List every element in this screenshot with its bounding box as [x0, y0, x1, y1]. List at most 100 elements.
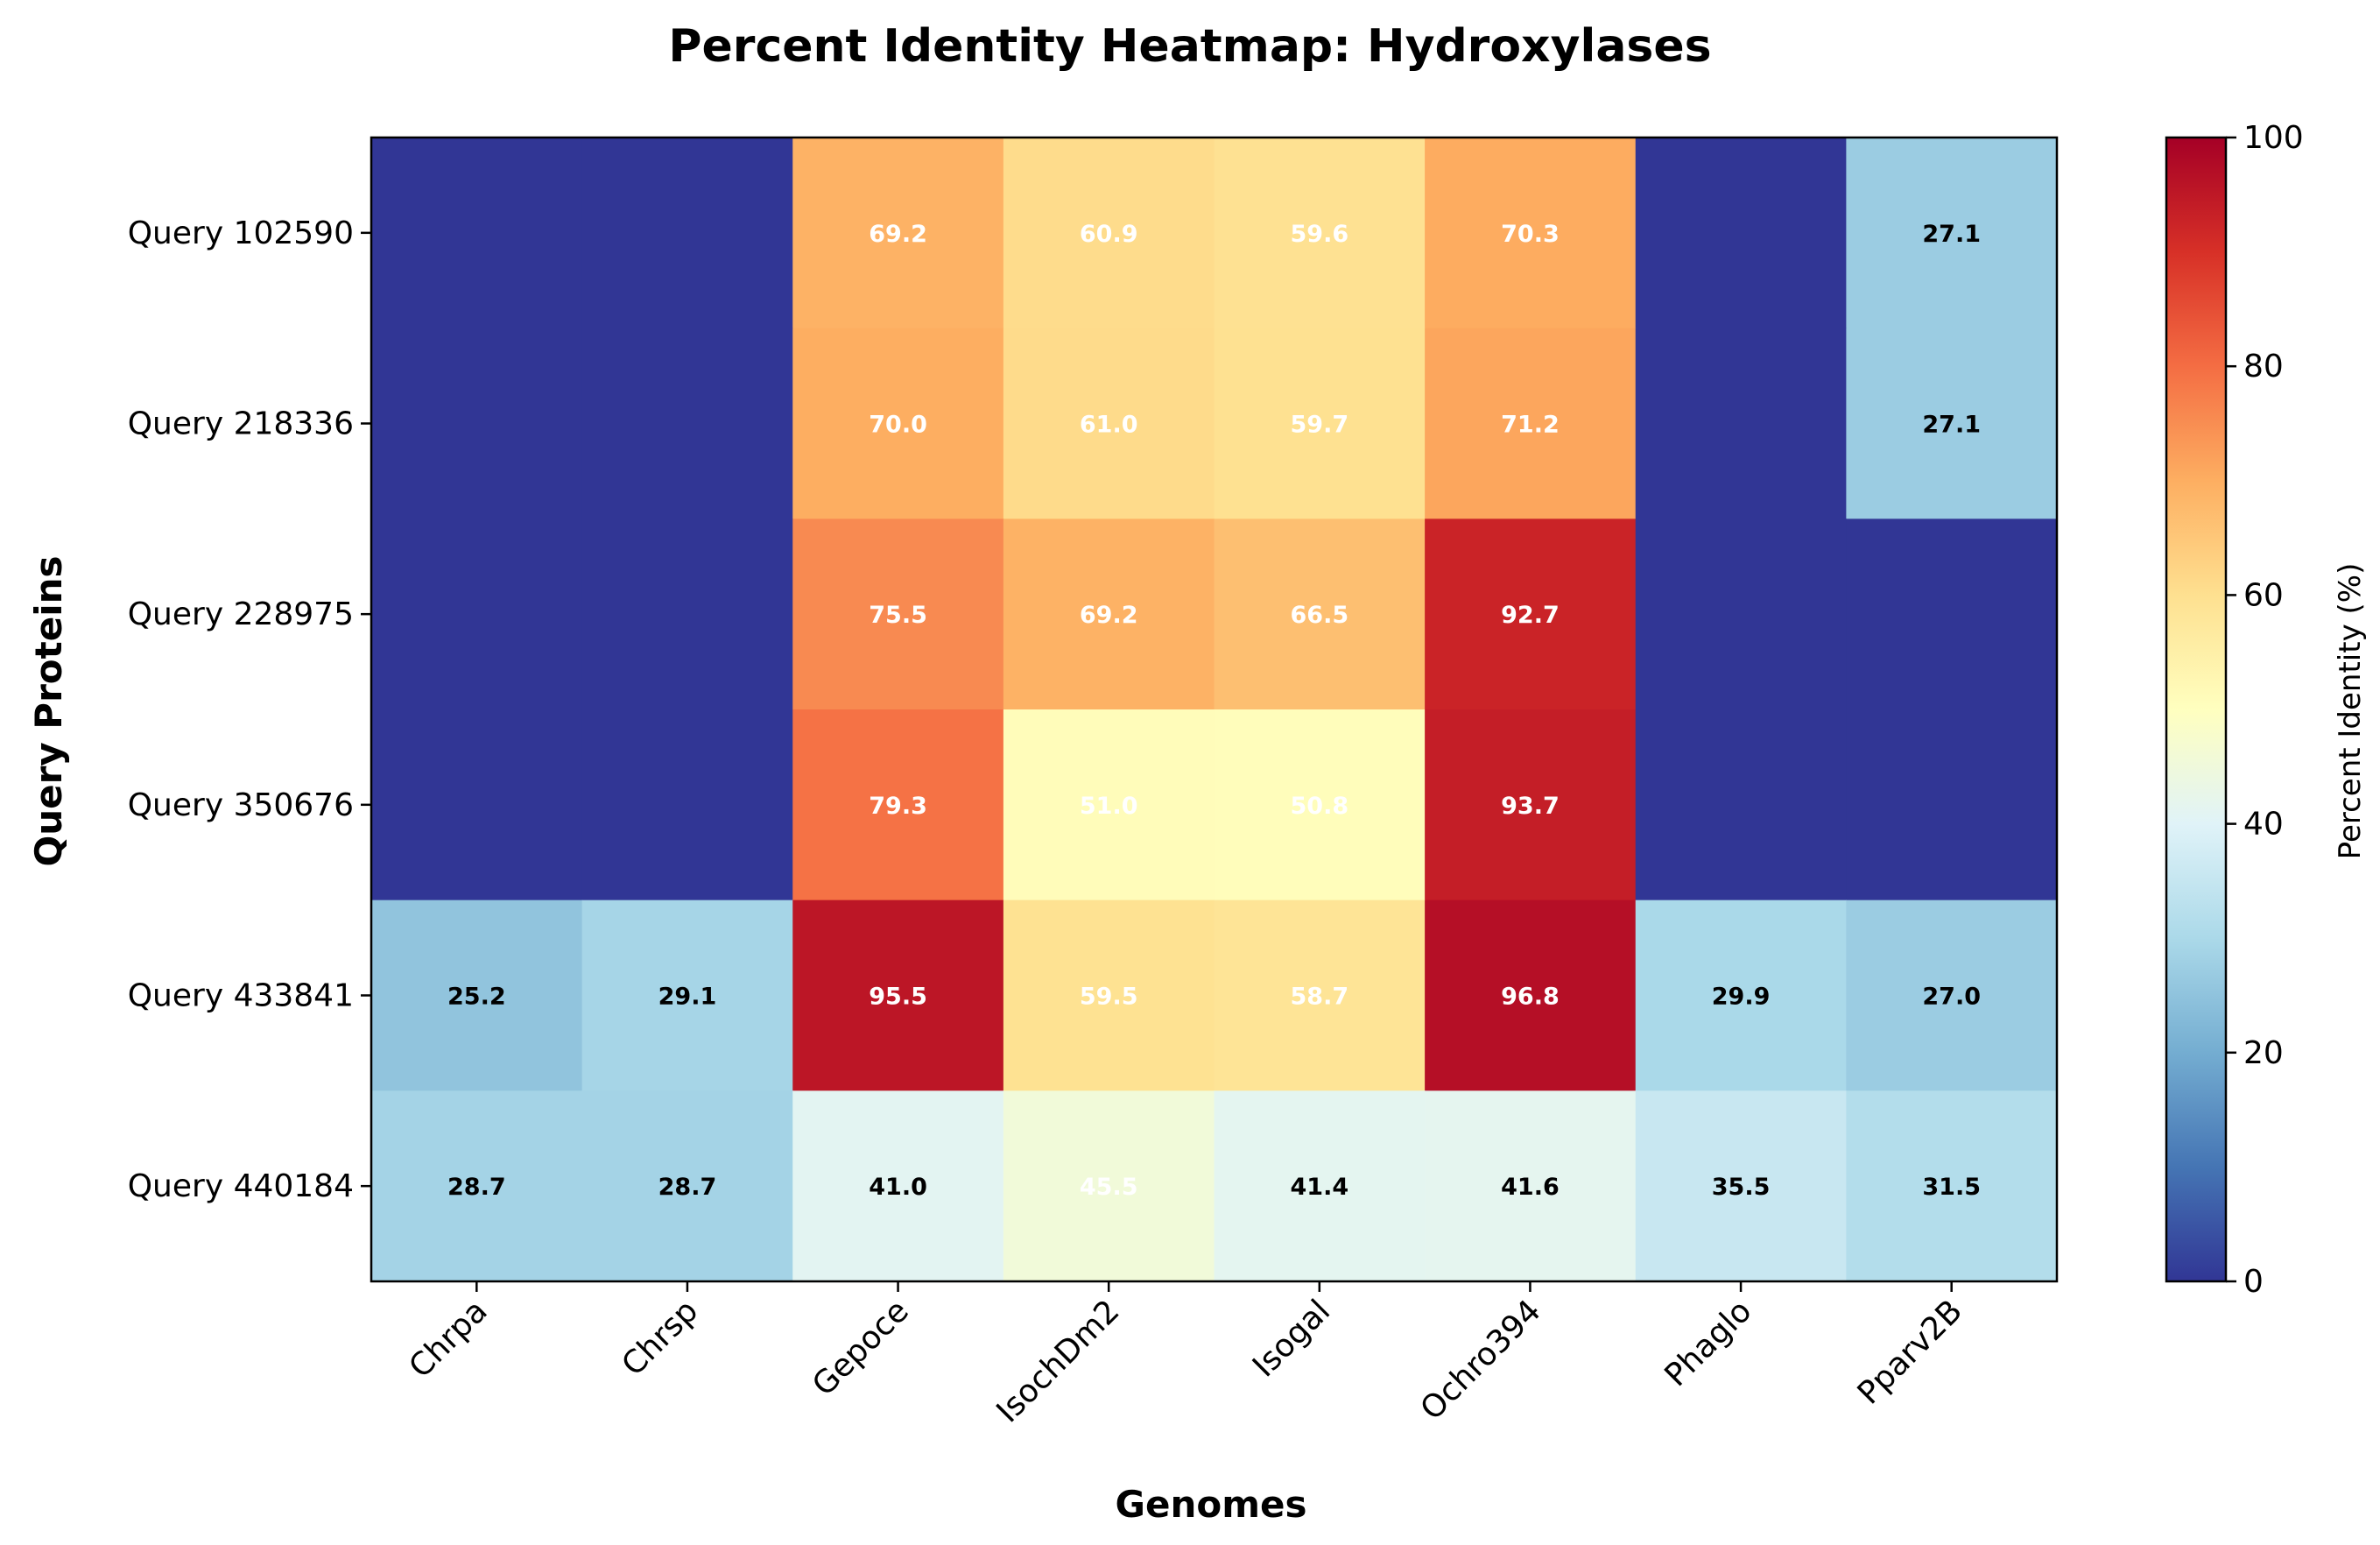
heatmap-cell [371, 519, 583, 710]
colorbar-ticks: 0 20 40 60 80 100 [2226, 120, 2304, 1300]
heatmap-cell [1214, 1090, 1426, 1282]
heatmap-cell [1635, 138, 1847, 329]
heatmap-cell [1003, 709, 1215, 901]
heatmap-cell [1003, 899, 1215, 1091]
heatmap-cell [1635, 1090, 1847, 1282]
heatmap-cell [792, 1090, 1004, 1282]
heatmap-cell [581, 519, 793, 710]
heatmap-cell [581, 899, 793, 1091]
heatmap-cell [792, 519, 1004, 710]
heatmap-cell-label: 51.0 [1080, 793, 1138, 820]
heatmap-cell [1003, 138, 1215, 329]
heatmap-cell [371, 138, 583, 329]
heatmap-cell [1214, 138, 1426, 329]
x-tick-label: Gepoce [806, 1293, 916, 1403]
heatmap-cell-label: 41.6 [1501, 1174, 1560, 1201]
x-tick-label: Chrsp [616, 1293, 706, 1383]
y-axis-ticks: Query 102590 Query 218336 Query 228975 Quer… [128, 215, 371, 1204]
heatmap-cell [1214, 519, 1426, 710]
heatmap-cell [371, 709, 583, 901]
heatmap-cell [1003, 1090, 1215, 1282]
heatmap-cell [1425, 899, 1637, 1091]
y-tick-label: Query 350676 [128, 787, 354, 823]
heatmap-cell [792, 138, 1004, 329]
heatmap-cell-label: 29.1 [658, 984, 717, 1011]
x-tick-label: Phaglo [1658, 1293, 1759, 1393]
heatmap-cell-label: 59.5 [1080, 984, 1138, 1011]
heatmap-cell [1214, 709, 1426, 901]
x-axis-ticks: Chrpa Chrsp Gepoce IsochDm2 Isogal Ochro394 Ph… [403, 1281, 1969, 1429]
x-axis-label: Genomes [1116, 1483, 1307, 1526]
heatmap-cell-label: 29.9 [1712, 984, 1771, 1011]
heatmap-cell-label: 35.5 [1712, 1174, 1771, 1201]
heatmap-cell-label: 69.2 [869, 221, 927, 248]
x-tick-label: Pparv2B [1851, 1293, 1969, 1411]
heatmap-cell [1214, 899, 1426, 1091]
heatmap-cell [1214, 328, 1426, 519]
x-tick-label: Ochro394 [1414, 1293, 1548, 1427]
heatmap-cell [792, 709, 1004, 901]
heatmap-cell [1635, 709, 1847, 901]
heatmap-cell-label: 59.6 [1291, 221, 1349, 248]
x-tick-label: Isogal [1246, 1293, 1337, 1384]
heatmap-cell [1846, 519, 2058, 710]
plot-frame [370, 136, 2059, 1283]
y-tick-label: Query 433841 [128, 978, 354, 1014]
heatmap-cell [1425, 709, 1637, 901]
heatmap-cell-label: 31.5 [1922, 1174, 1981, 1201]
heatmap-cell [1846, 328, 2058, 519]
heatmap-cell-labels: 69.2 60.9 59.6 70.3 27.1 70.0 61.0 59.7 71.2 27.1… [447, 221, 1981, 1201]
heatmap-cell-label: 79.3 [869, 793, 927, 820]
heatmap-cell-label: 69.2 [1080, 602, 1138, 629]
y-axis-label: Query Proteins [27, 555, 70, 866]
heatmap-cell [581, 1090, 793, 1282]
y-tick-label: Query 218336 [128, 406, 354, 442]
heatmap-cell [1635, 328, 1847, 519]
heatmap-cell-label: 27.0 [1922, 984, 1981, 1011]
y-tick-label: Query 102590 [128, 215, 354, 251]
y-tick-label: Query 228975 [128, 596, 354, 632]
heatmap-cell [581, 709, 793, 901]
heatmap-cell [1425, 1090, 1637, 1282]
heatmap-cell-label: 95.5 [869, 984, 927, 1011]
colorbar-tick-label: 60 [2243, 577, 2284, 613]
heatmap-cell [1425, 519, 1637, 710]
heatmap-cell-label: 25.2 [447, 984, 506, 1011]
heatmap-cell-label: 27.1 [1922, 412, 1981, 439]
heatmap-cell-label: 50.8 [1291, 793, 1349, 820]
heatmap-cell-label: 61.0 [1080, 412, 1138, 439]
heatmap-cell [1003, 328, 1215, 519]
heatmap-cell-label: 92.7 [1501, 602, 1560, 629]
heatmap-cell-label: 71.2 [1501, 412, 1560, 439]
heatmap-cell [1846, 899, 2058, 1091]
heatmap-cell-label: 41.4 [1291, 1174, 1349, 1201]
colorbar-tick-label: 80 [2243, 349, 2284, 384]
heatmap-cell [371, 328, 583, 519]
colorbar [2165, 136, 2228, 1283]
heatmap-cell-label: 75.5 [869, 602, 927, 629]
heatmap-cell-label: 93.7 [1501, 793, 1560, 820]
chart-title: Percent Identity Heatmap: Hydroxylases [668, 20, 1711, 73]
colorbar-tick-label: 100 [2243, 120, 2304, 156]
x-tick-label: IsochDm2 [989, 1293, 1126, 1429]
heatmap-cell-label: 96.8 [1501, 984, 1560, 1011]
heatmap-cell-label: 28.7 [447, 1174, 506, 1201]
heatmap-cell [1635, 519, 1847, 710]
heatmap-cell [1425, 328, 1637, 519]
y-tick-label: Query 440184 [128, 1168, 354, 1204]
heatmap-cell-label: 28.7 [658, 1174, 717, 1201]
heatmap-cell [792, 899, 1004, 1091]
x-tick-label: Chrpa [403, 1293, 495, 1385]
heatmap-cell [581, 328, 793, 519]
colorbar-tick-label: 0 [2243, 1264, 2264, 1300]
heatmap-cell-label: 27.1 [1922, 221, 1981, 248]
heatmap-cell [581, 138, 793, 329]
heatmap-cell [371, 1090, 583, 1282]
heatmap-cell [792, 328, 1004, 519]
heatmap-cells [371, 138, 2058, 1282]
heatmap-cell [1846, 709, 2058, 901]
heatmap-cell-label: 66.5 [1291, 602, 1349, 629]
heatmap-cell-label: 60.9 [1080, 221, 1138, 248]
